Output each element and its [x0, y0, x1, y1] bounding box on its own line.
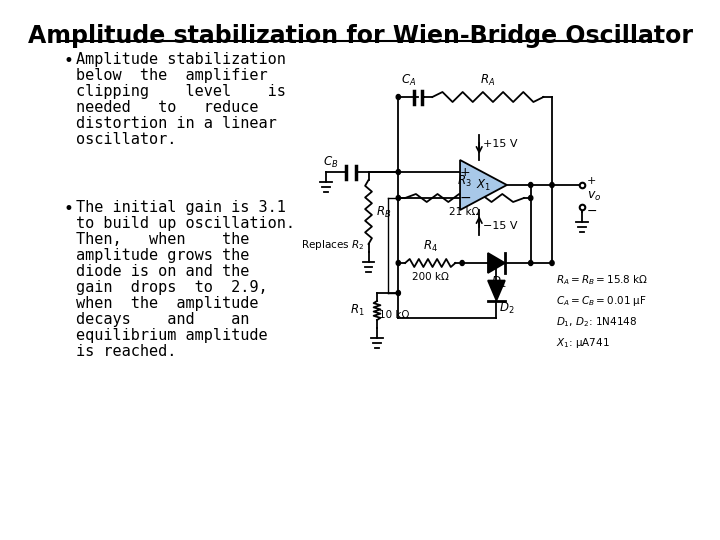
Text: clipping    level    is: clipping level is — [76, 84, 286, 99]
Text: •: • — [63, 200, 73, 218]
Circle shape — [396, 94, 400, 99]
Text: +15 V: +15 V — [483, 139, 518, 149]
Text: gain  drops  to  2.9,: gain drops to 2.9, — [76, 280, 267, 295]
Text: distortion in a linear: distortion in a linear — [76, 116, 276, 131]
Circle shape — [396, 170, 400, 174]
Circle shape — [528, 183, 533, 187]
Polygon shape — [460, 160, 507, 210]
Circle shape — [528, 260, 533, 266]
Text: Replaces $R_2$: Replaces $R_2$ — [301, 239, 364, 253]
Text: when  the  amplitude: when the amplitude — [76, 296, 258, 311]
Text: 200 kΩ: 200 kΩ — [412, 272, 449, 282]
Text: −15 V: −15 V — [483, 221, 518, 231]
Text: 21 kΩ: 21 kΩ — [449, 207, 480, 217]
Text: $X_1$: $X_1$ — [476, 178, 491, 193]
Text: decays    and    an: decays and an — [76, 312, 249, 327]
Text: $R_A = R_B = 15.8$ k$\Omega$
$C_A = C_B = 0.01$ μF
$D_1$, $D_2$: 1N4148
$X_1$: μ: $R_A = R_B = 15.8$ k$\Omega$ $C_A = C_B … — [557, 273, 648, 349]
Text: diode is on and the: diode is on and the — [76, 264, 249, 279]
Text: equilibrium amplitude: equilibrium amplitude — [76, 328, 267, 343]
Circle shape — [550, 183, 554, 187]
Circle shape — [460, 260, 464, 266]
Circle shape — [528, 195, 533, 200]
Text: +: + — [587, 176, 596, 186]
Circle shape — [396, 195, 400, 200]
Text: Then,   when    the: Then, when the — [76, 232, 249, 247]
Text: to build up oscillation.: to build up oscillation. — [76, 216, 294, 231]
Text: Amplitude stabilization for Wien-Bridge Oscillator: Amplitude stabilization for Wien-Bridge … — [27, 24, 693, 48]
Text: oscillator.: oscillator. — [76, 132, 176, 147]
Text: 10 kΩ: 10 kΩ — [379, 310, 409, 321]
Text: The initial gain is 3.1: The initial gain is 3.1 — [76, 200, 286, 215]
Text: amplitude grows the: amplitude grows the — [76, 248, 249, 263]
Text: $R_4$: $R_4$ — [423, 239, 438, 254]
Text: $D_1$: $D_1$ — [491, 275, 507, 290]
Polygon shape — [488, 280, 505, 300]
Text: $R_A$: $R_A$ — [480, 73, 495, 88]
Text: needed   to   reduce: needed to reduce — [76, 100, 258, 115]
Text: $D_2$: $D_2$ — [499, 300, 514, 315]
Text: is reached.: is reached. — [76, 344, 176, 359]
Text: $R_B$: $R_B$ — [376, 205, 392, 220]
Text: +: + — [460, 165, 470, 179]
Circle shape — [396, 291, 400, 295]
Text: $C_A$: $C_A$ — [401, 73, 416, 88]
Text: −: − — [459, 191, 471, 205]
Text: Amplitude stabilization: Amplitude stabilization — [76, 52, 286, 67]
Circle shape — [396, 260, 400, 266]
Text: $R_1$: $R_1$ — [351, 303, 365, 318]
Text: −: − — [587, 205, 598, 218]
Circle shape — [550, 260, 554, 266]
Text: •: • — [63, 52, 73, 70]
Text: $C_B$: $C_B$ — [323, 155, 338, 170]
Text: below  the  amplifier: below the amplifier — [76, 68, 267, 83]
Text: $R_3$: $R_3$ — [457, 174, 472, 189]
Polygon shape — [488, 253, 505, 273]
Text: $v_o$: $v_o$ — [587, 190, 601, 202]
